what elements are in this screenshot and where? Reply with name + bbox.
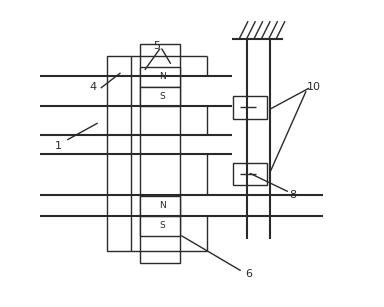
Text: 4: 4 (89, 82, 97, 91)
Bar (140, 44, 180, 263)
Text: N: N (159, 72, 166, 81)
Bar (107, 56, 131, 251)
Text: S: S (159, 221, 165, 230)
Text: N: N (159, 201, 166, 211)
Text: 8: 8 (289, 189, 296, 200)
Text: 5: 5 (154, 41, 161, 50)
Bar (140, 196, 180, 216)
Text: 1: 1 (55, 141, 62, 151)
Bar (140, 87, 180, 106)
Bar (140, 216, 180, 236)
Bar (233, 163, 266, 185)
Text: 10: 10 (307, 82, 321, 91)
Bar (233, 96, 266, 119)
Bar (140, 67, 180, 87)
Text: S: S (159, 92, 165, 101)
Text: 6: 6 (245, 269, 252, 279)
